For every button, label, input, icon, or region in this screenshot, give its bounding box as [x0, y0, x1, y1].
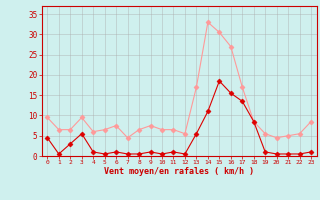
X-axis label: Vent moyen/en rafales ( km/h ): Vent moyen/en rafales ( km/h ) — [104, 167, 254, 176]
